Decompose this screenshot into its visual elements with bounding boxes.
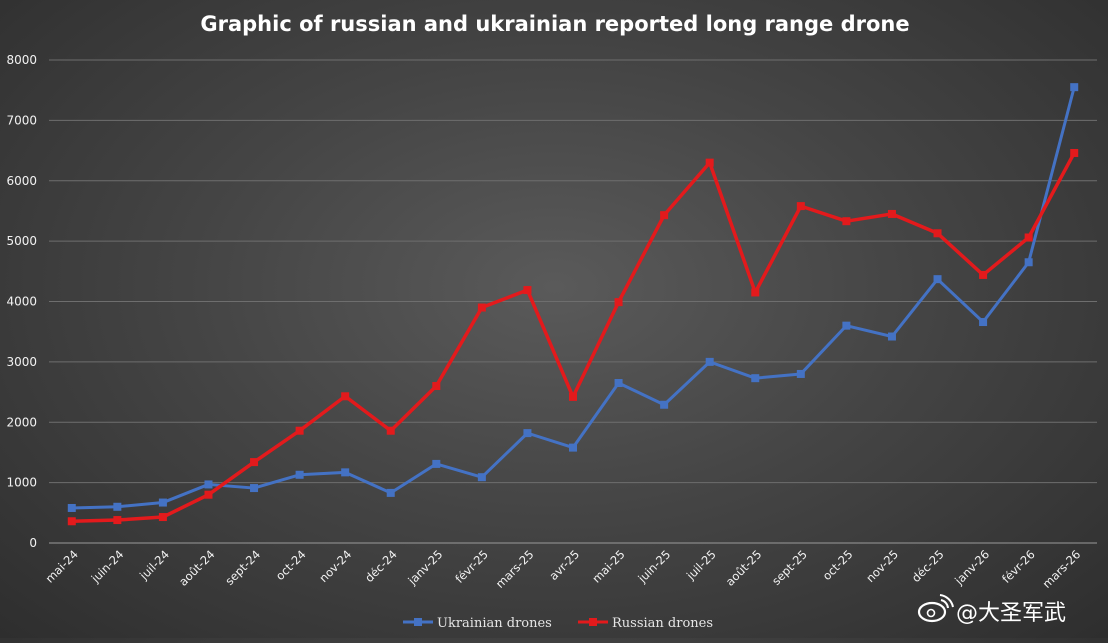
data-point [979, 318, 988, 327]
x-tick-label: juil-24 [136, 547, 172, 583]
y-tick-label: 1000 [6, 476, 37, 490]
data-point [477, 303, 486, 312]
data-point [751, 374, 760, 383]
data-point [250, 484, 259, 493]
y-tick-label: 7000 [6, 113, 37, 127]
watermark: @大圣军武 [917, 594, 1066, 626]
data-point [523, 429, 532, 438]
data-point [796, 202, 805, 211]
x-tick-label: févr-26 [999, 547, 1038, 586]
data-point [614, 298, 623, 307]
data-point [523, 286, 532, 295]
y-tick-label: 4000 [6, 295, 37, 309]
data-point [341, 392, 350, 401]
data-point [979, 270, 988, 279]
data-point [705, 357, 714, 366]
chart-title: Graphic of russian and ukrainian reporte… [200, 12, 909, 36]
y-tick-label: 2000 [6, 415, 37, 429]
data-point [1070, 148, 1079, 157]
data-point [887, 332, 896, 341]
data-point [295, 470, 304, 479]
weibo-logo-icon [917, 594, 954, 623]
data-point [204, 490, 213, 499]
x-tick-label: janv-25 [405, 547, 446, 588]
data-point [660, 211, 669, 220]
data-point [887, 209, 896, 218]
legend-item: Russian drones [578, 616, 713, 631]
y-axis-tick-labels: 0 1000 2000 3000 4000 5000 6000 7000 8000 [6, 53, 37, 550]
x-tick-label: juil-25 [683, 547, 719, 583]
y-tick-label: 3000 [6, 355, 37, 369]
x-tick-label: nov-25 [863, 547, 901, 585]
legend-label: Russian drones [612, 616, 713, 631]
data-point [67, 503, 76, 512]
y-tick-label: 6000 [6, 174, 37, 188]
x-tick-label: mars-25 [493, 547, 537, 591]
series-russian [67, 148, 1079, 526]
x-tick-label: mai-24 [43, 547, 81, 585]
data-point [386, 426, 395, 435]
data-series [67, 83, 1079, 526]
x-tick-label: nov-24 [316, 547, 354, 585]
x-tick-label: mars-26 [1040, 547, 1084, 591]
data-point [158, 513, 167, 522]
legend-label: Ukrainian drones [437, 616, 552, 631]
x-tick-label: oct-24 [273, 547, 309, 583]
data-point [796, 369, 805, 378]
gridlines [49, 59, 1097, 544]
watermark-text: @大圣军武 [956, 601, 1066, 626]
data-point [1070, 83, 1079, 92]
data-point [569, 443, 577, 452]
x-tick-label: mai-25 [589, 547, 627, 585]
x-tick-label: déc-25 [909, 547, 947, 585]
x-axis-tick-labels: mai-24 juin-24 juil-24 août-24 sept-24 oct-24… [43, 547, 1084, 591]
x-tick-label: juin-24 [88, 547, 127, 586]
data-point [705, 158, 714, 167]
data-point [569, 392, 577, 401]
series-line [70, 151, 1076, 524]
data-point [842, 321, 851, 330]
data-point [1024, 233, 1033, 242]
data-point [933, 275, 942, 284]
data-point [250, 458, 259, 467]
data-point [1024, 258, 1033, 267]
data-point [295, 426, 304, 435]
data-point [842, 217, 851, 226]
x-tick-label: sept-25 [769, 547, 810, 588]
data-point [432, 459, 441, 468]
x-tick-label: août-24 [176, 547, 217, 588]
x-tick-label: oct-25 [820, 547, 856, 583]
x-tick-label: avr-25 [546, 547, 582, 583]
y-tick-label: 8000 [6, 53, 37, 67]
y-tick-label: 5000 [6, 234, 37, 248]
legend-swatch-marker [589, 618, 597, 626]
data-point [341, 468, 350, 477]
data-point [158, 498, 167, 507]
data-point [204, 480, 213, 489]
x-tick-label: juin-25 [635, 547, 674, 586]
x-tick-label: févr-25 [452, 547, 491, 586]
data-point [113, 502, 122, 511]
data-point [432, 382, 441, 391]
y-tick-label: 0 [29, 536, 37, 550]
series-ukrainian [67, 83, 1079, 512]
data-point [660, 400, 669, 409]
data-point [113, 516, 122, 525]
data-point [477, 473, 486, 482]
legend-swatch-marker [414, 618, 422, 626]
data-point [614, 379, 623, 388]
x-tick-label: déc-24 [362, 547, 400, 585]
data-point [386, 488, 395, 497]
x-tick-label: janv-26 [951, 547, 992, 588]
legend: Ukrainian drones Russian drones [403, 616, 713, 631]
x-tick-label: août-25 [723, 547, 764, 588]
data-point [751, 288, 760, 297]
legend-item: Ukrainian drones [403, 616, 552, 631]
data-point [933, 229, 942, 238]
x-tick-label: sept-24 [222, 547, 263, 588]
data-point [67, 517, 76, 526]
